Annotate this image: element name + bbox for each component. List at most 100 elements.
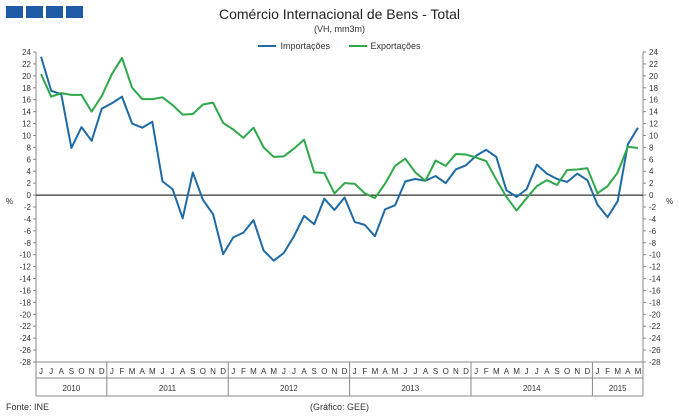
y-tick-label-right: 18 (649, 84, 658, 93)
x-tick-label-month: D (584, 367, 590, 376)
x-tick-label-month: A (544, 367, 550, 376)
x-tick-label-month: M (513, 367, 520, 376)
x-tick-label-year: 2015 (609, 384, 627, 393)
x-tick-label-month: J (282, 367, 286, 376)
y-tick-label-left: -26 (19, 346, 31, 355)
x-tick-label-month: D (220, 367, 226, 376)
x-tick-label-month: F (605, 367, 610, 376)
x-tick-label-month: M (372, 367, 379, 376)
x-tick-label-month: J (535, 367, 539, 376)
logo-block (66, 6, 83, 18)
y-tick-label-right: 2 (649, 179, 654, 188)
x-tick-label-month: S (312, 367, 317, 376)
x-tick-label-month: O (200, 367, 206, 376)
source-note: Fonte: INE (6, 402, 50, 412)
x-tick-label-month: J (413, 367, 417, 376)
gee-logo (6, 6, 83, 18)
y-tick-label-left: -12 (19, 263, 31, 272)
y-tick-label-left: -24 (19, 334, 31, 343)
y-tick-label-left: 20 (22, 72, 31, 81)
x-tick-label-month: M (129, 367, 136, 376)
x-tick-label-month: S (433, 367, 438, 376)
y-tick-label-right: 10 (649, 131, 658, 140)
x-tick-label-year: 2010 (63, 384, 81, 393)
x-tick-label-month: J (171, 367, 175, 376)
y-tick-label-right: -12 (649, 263, 661, 272)
series-line-importacoes (40, 56, 639, 262)
x-tick-label-year: 2013 (401, 384, 419, 393)
y-tick-label-left: 18 (22, 84, 31, 93)
x-tick-label-month: J (474, 367, 478, 376)
logo-block (6, 6, 23, 18)
x-tick-label-month: J (292, 367, 296, 376)
x-tick-label-month: O (321, 367, 327, 376)
y-tick-label-left: -16 (19, 286, 31, 295)
y-tick-label-right: 12 (649, 120, 658, 129)
y-tick-label-left: -6 (24, 227, 32, 236)
x-tick-label-month: F (484, 367, 489, 376)
x-tick-label-month: A (625, 367, 631, 376)
x-tick-label-month: M (392, 367, 399, 376)
y-tick-label-right: 0 (649, 191, 654, 200)
y-tick-label-left: -14 (19, 275, 31, 284)
x-tick-label-month: N (453, 367, 459, 376)
x-tick-label-month: J (39, 367, 43, 376)
legend-swatch-importacoes (258, 45, 277, 47)
y-tick-label-left: -8 (24, 239, 32, 248)
x-tick-label-month: S (69, 367, 74, 376)
y-tick-label-right: -10 (649, 251, 661, 260)
x-tick-label-month: J (231, 367, 235, 376)
y-tick-label-left: 0 (27, 191, 32, 200)
y-tick-label-left: 22 (22, 60, 31, 69)
x-tick-label-month: A (140, 367, 146, 376)
chart-credit: (Gráfico: GEE) (309, 402, 369, 412)
legend-label-exportacoes: Exportações (370, 41, 421, 51)
x-tick-label-month: S (554, 367, 559, 376)
logo-block (26, 6, 43, 18)
y-tick-label-left: 4 (27, 167, 32, 176)
y-tick-label-right: 8 (649, 143, 654, 152)
x-tick-label-month: M (149, 367, 156, 376)
x-tick-label-month: O (443, 367, 449, 376)
y-axis-label-left: % (6, 197, 13, 206)
x-tick-label-year: 2012 (280, 384, 298, 393)
x-tick-label-month: M (250, 367, 257, 376)
legend-label-importacoes: Importações (280, 41, 330, 51)
logo-block (46, 6, 63, 18)
x-tick-label-month: M (614, 367, 621, 376)
x-tick-label-month: J (403, 367, 407, 376)
x-tick-label-month: O (78, 367, 84, 376)
x-tick-label-month: A (423, 367, 429, 376)
x-tick-label-month: A (261, 367, 267, 376)
x-tick-label-month: A (59, 367, 65, 376)
y-tick-label-right: -8 (649, 239, 657, 248)
x-tick-label-month: M (493, 367, 500, 376)
y-tick-label-right: -22 (649, 322, 661, 331)
x-tick-label-month: D (99, 367, 105, 376)
x-tick-label-month: F (120, 367, 125, 376)
series-line-exportacoes (40, 56, 639, 212)
y-tick-label-right: 4 (649, 167, 654, 176)
y-tick-label-right: -26 (649, 346, 661, 355)
legend-swatch-exportacoes (348, 45, 367, 47)
y-tick-label-left: 24 (22, 48, 31, 57)
y-tick-label-right: -4 (649, 215, 657, 224)
y-tick-label-left: -22 (19, 322, 31, 331)
x-tick-label-month: M (635, 367, 642, 376)
y-tick-label-right: -2 (649, 203, 657, 212)
chart-legend: Importações Exportações (0, 39, 679, 51)
x-tick-label-month: N (332, 367, 338, 376)
x-tick-label-month: J (595, 367, 599, 376)
y-tick-label-left: -2 (24, 203, 32, 212)
x-tick-label-month: J (110, 367, 114, 376)
x-tick-label-month: J (49, 367, 53, 376)
y-tick-label-left: -18 (19, 298, 31, 307)
y-tick-label-left: 8 (27, 143, 32, 152)
legend-item-exportacoes: Exportações (348, 41, 421, 51)
x-tick-label-month: N (210, 367, 216, 376)
y-axis-label-right: % (666, 197, 673, 206)
x-tick-label-month: J (353, 367, 357, 376)
y-tick-label-left: 10 (22, 131, 31, 140)
x-tick-label-month: J (525, 367, 529, 376)
x-tick-label-month: S (190, 367, 195, 376)
